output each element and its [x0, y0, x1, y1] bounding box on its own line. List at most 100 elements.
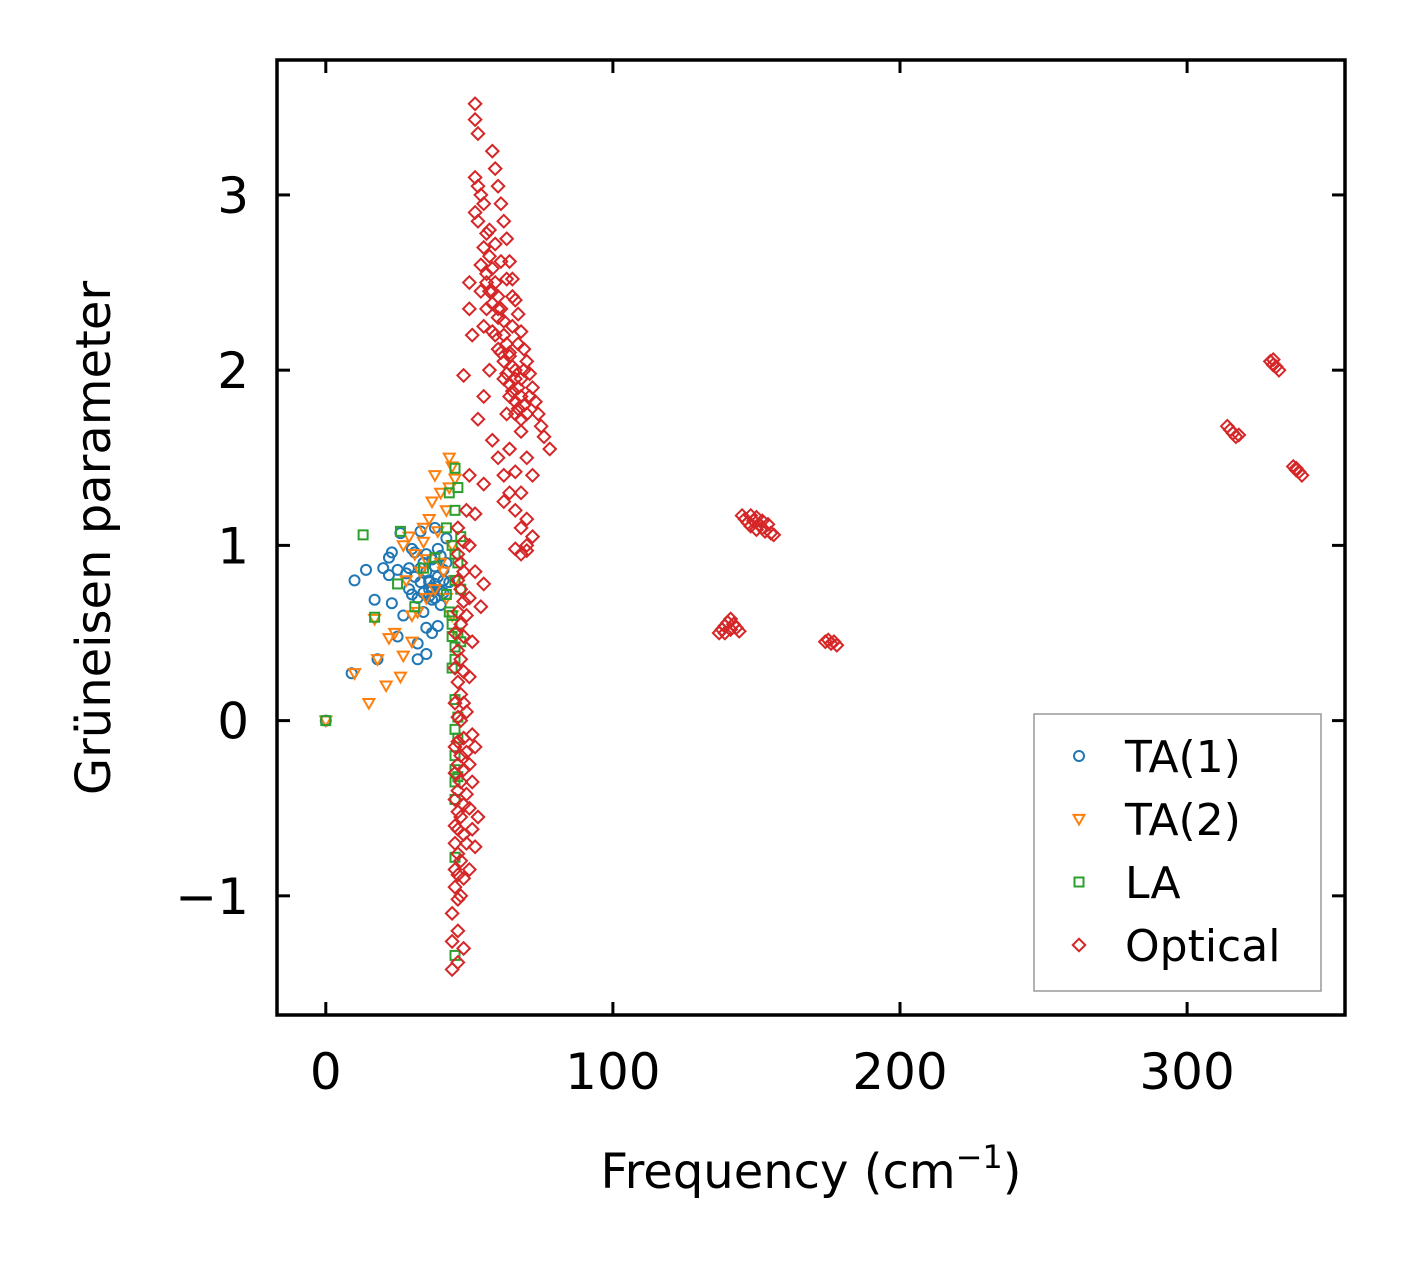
axis-tick-labels: 0 100 200 300 −1 0 1 2 3	[175, 167, 1235, 1101]
data-point	[450, 923, 466, 939]
data-point	[473, 257, 489, 273]
legend-label: LA	[1125, 858, 1181, 909]
data-point	[455, 564, 472, 580]
data-point	[458, 835, 475, 851]
data-point	[467, 564, 483, 580]
x-axis-title: Frequency (cm−1)	[600, 1138, 1021, 1200]
y-axis-title: Grüneisen parameter	[66, 281, 122, 796]
data-point	[521, 388, 538, 405]
legend-marker	[1073, 876, 1085, 888]
data-point	[464, 634, 480, 650]
data-point	[401, 531, 417, 545]
x-tick-label: 200	[852, 1043, 947, 1101]
data-point	[407, 549, 423, 562]
plot-marks	[318, 96, 1310, 978]
data-point	[1288, 460, 1304, 476]
data-point	[467, 839, 483, 855]
data-point	[487, 236, 503, 252]
data-point	[527, 394, 544, 410]
data-point	[496, 327, 512, 343]
x-tick-label: 0	[310, 1043, 342, 1101]
data-point	[484, 432, 500, 448]
x-tick-label: 300	[1139, 1043, 1234, 1101]
data-point	[434, 598, 447, 611]
data-point	[461, 861, 478, 878]
data-point	[464, 726, 480, 743]
data-point	[496, 313, 512, 329]
data-point	[419, 592, 434, 606]
data-point	[493, 196, 509, 212]
data-point	[439, 505, 454, 518]
data-point	[507, 292, 523, 308]
data-point	[458, 704, 475, 720]
data-point	[513, 520, 529, 536]
data-point	[754, 513, 770, 529]
data-point	[447, 879, 463, 895]
data-point	[370, 654, 385, 667]
y-tick-label: −1	[175, 868, 249, 926]
data-point	[484, 143, 500, 159]
data-point	[430, 526, 445, 539]
data-point	[426, 627, 439, 639]
data-point	[410, 606, 425, 620]
data-point	[455, 940, 472, 957]
data-point	[348, 574, 361, 587]
data-point	[476, 476, 492, 492]
data-point	[464, 821, 480, 837]
data-point	[504, 288, 521, 305]
data-point	[440, 532, 453, 545]
data-point	[427, 470, 443, 483]
data-point	[347, 668, 362, 681]
data-point	[455, 762, 472, 778]
data-point	[449, 462, 461, 474]
data-point	[434, 549, 447, 562]
data-point	[490, 450, 506, 466]
data-point	[444, 905, 460, 922]
data-point	[476, 388, 492, 405]
data-point	[501, 388, 518, 405]
data-point	[519, 511, 535, 527]
data-point	[484, 283, 500, 299]
data-point	[829, 637, 845, 653]
data-point	[367, 613, 382, 627]
data-point	[381, 633, 397, 646]
data-point	[357, 529, 369, 541]
data-point	[436, 566, 451, 580]
data-point	[461, 537, 478, 554]
data-point	[409, 601, 421, 613]
data-point	[722, 611, 739, 627]
data-point	[417, 562, 429, 574]
data-point	[490, 341, 506, 357]
data-point	[519, 450, 535, 466]
data-point	[450, 733, 466, 750]
data-point	[447, 473, 463, 487]
data-point	[433, 557, 448, 571]
data-point	[450, 674, 466, 690]
data-point	[461, 301, 478, 317]
data-point	[450, 891, 466, 908]
data-point	[369, 611, 381, 623]
data-point	[499, 271, 515, 287]
data-point	[444, 933, 460, 950]
data-point	[450, 783, 466, 799]
data-point	[398, 575, 414, 588]
data-point	[476, 239, 492, 256]
data-point	[513, 546, 529, 562]
data-point	[458, 607, 475, 624]
data-point	[385, 597, 398, 610]
data-point	[467, 111, 483, 128]
data-point	[396, 650, 411, 664]
data-point	[433, 487, 448, 501]
data-point	[481, 222, 498, 238]
data-point	[378, 680, 394, 694]
data-point	[455, 870, 472, 886]
data-point	[447, 861, 463, 878]
data-point	[393, 671, 408, 685]
data-point	[427, 584, 443, 597]
data-point	[404, 636, 420, 650]
data-point	[496, 371, 512, 387]
legend-entry: LA	[1073, 858, 1181, 909]
data-point	[385, 546, 398, 559]
data-point	[478, 225, 495, 242]
